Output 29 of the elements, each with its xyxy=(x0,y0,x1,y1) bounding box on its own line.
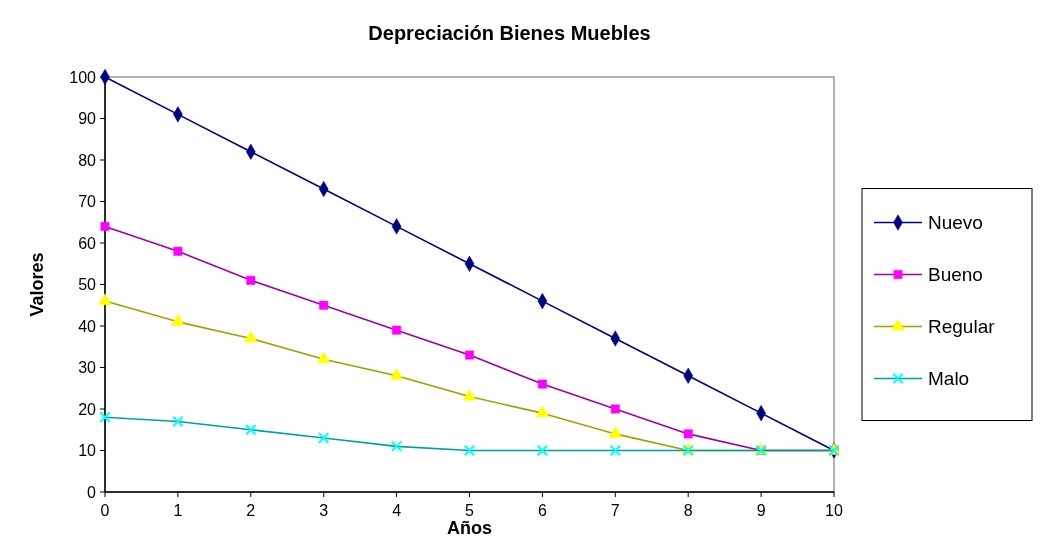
x-axis-title: Años xyxy=(447,518,492,538)
y-tick-label: 70 xyxy=(78,193,97,211)
y-tick-label: 80 xyxy=(78,151,97,169)
x-tick-label: 1 xyxy=(173,502,183,519)
y-tick-label: 0 xyxy=(87,483,97,501)
y-tick-label: 100 xyxy=(69,68,97,86)
y-tick-label: 90 xyxy=(78,110,97,128)
x-tick-label: 3 xyxy=(319,502,329,519)
x-tick-label: 4 xyxy=(392,502,402,519)
legend-label: Regular xyxy=(928,316,996,338)
x-tick-label: 8 xyxy=(683,502,693,519)
y-axis-title: Valores xyxy=(27,252,47,317)
y-tick-label: 10 xyxy=(78,442,97,460)
x-tick-label: 10 xyxy=(825,502,843,519)
legend-label: Bueno xyxy=(928,264,983,286)
y-tick-label: 20 xyxy=(78,400,97,418)
y-tick-label: 40 xyxy=(78,317,97,335)
y-tick-label: 30 xyxy=(78,359,97,377)
legend-label: Nuevo xyxy=(928,212,983,234)
chart-title: Depreciación Bienes Muebles xyxy=(368,22,651,44)
x-tick-label: 7 xyxy=(610,502,620,519)
y-tick-label: 50 xyxy=(78,276,97,294)
legend-label: Malo xyxy=(928,368,970,390)
x-tick-label: 6 xyxy=(537,502,547,519)
x-tick-label: 5 xyxy=(465,502,475,519)
y-tick-label: 60 xyxy=(78,234,97,252)
x-tick-label: 0 xyxy=(100,502,110,519)
x-tick-label: 2 xyxy=(246,502,256,519)
x-tick-label: 9 xyxy=(756,502,766,519)
